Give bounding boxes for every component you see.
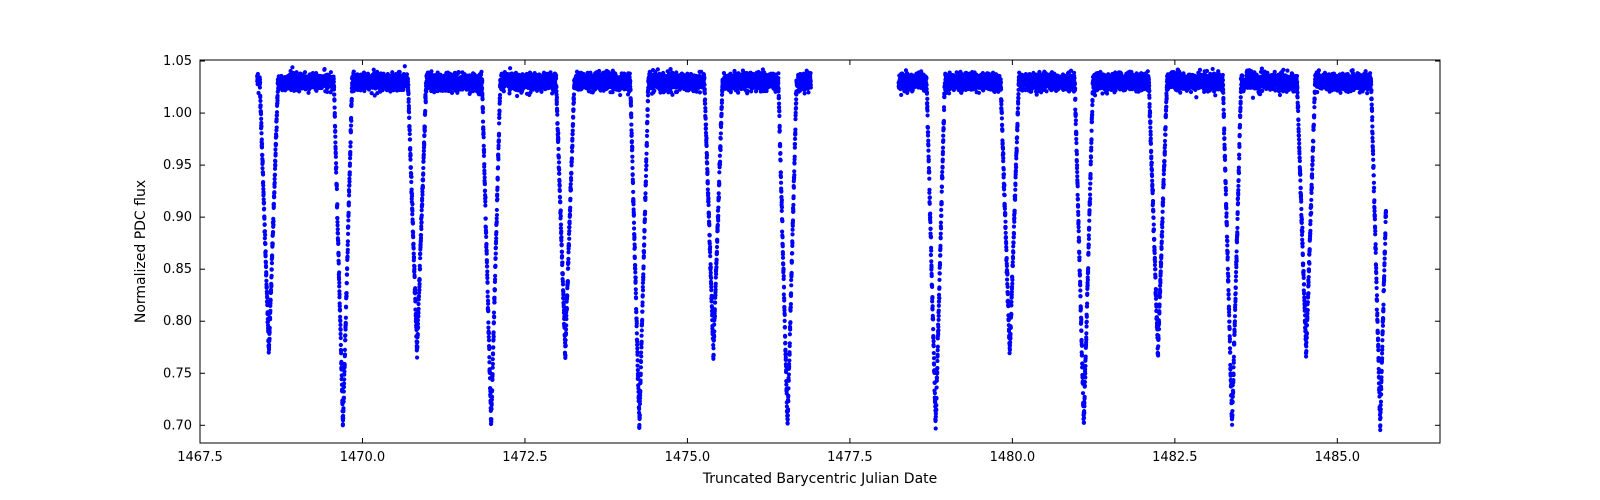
lightcurve-chart: 1467.5 1470.0 1472.5 1475.0 1477.5 1480.0 1482…	[0, 0, 1600, 500]
y-tick-label: 0.85	[163, 262, 192, 277]
y-tick-label: 0.70	[163, 418, 192, 433]
y-tick-label: 0.95	[163, 158, 192, 173]
x-tick-label: 1475.0	[665, 450, 711, 465]
x-tick-label: 1482.5	[1152, 450, 1198, 465]
x-tick-label: 1477.5	[827, 450, 873, 465]
y-tick-label: 0.90	[163, 210, 192, 225]
y-tick-label: 0.75	[163, 366, 192, 381]
x-tick-label: 1470.0	[340, 450, 386, 465]
x-tick-label: 1480.0	[990, 450, 1036, 465]
y-tick-label: 1.05	[163, 54, 192, 69]
x-tick-label: 1467.5	[177, 450, 223, 465]
x-tick-label: 1485.0	[1315, 450, 1361, 465]
x-tick-label: 1472.5	[502, 450, 548, 465]
y-tick-label: 1.00	[163, 106, 192, 121]
y-axis-label: Normalized PDC flux	[133, 180, 149, 323]
y-tick-label: 0.80	[163, 314, 192, 329]
chart-svg: 1467.5 1470.0 1472.5 1475.0 1477.5 1480.0 1482…	[0, 0, 1600, 500]
x-axis-label: Truncated Barycentric Julian Date	[702, 471, 938, 487]
